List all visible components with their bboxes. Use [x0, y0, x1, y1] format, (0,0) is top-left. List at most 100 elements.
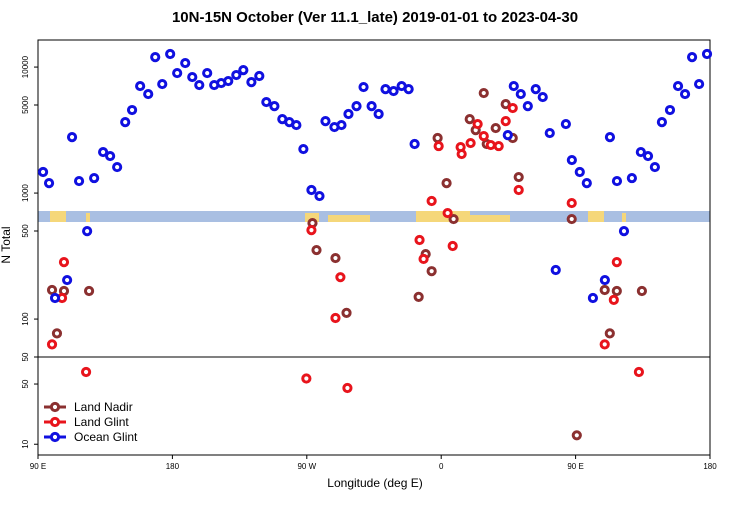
- y-tick-label: 10: [21, 439, 30, 448]
- y-tick-label: 100: [21, 312, 30, 326]
- point: [120, 117, 131, 128]
- point: [180, 57, 191, 69]
- point: [433, 140, 444, 152]
- point: [238, 65, 249, 76]
- point: [73, 175, 85, 187]
- point: [43, 177, 55, 189]
- point: [311, 244, 322, 256]
- point: [62, 274, 73, 286]
- y-tick-label: 10000: [21, 55, 30, 78]
- point: [537, 91, 548, 103]
- point: [581, 177, 592, 189]
- point: [261, 96, 272, 108]
- point: [150, 51, 161, 63]
- series: [80, 366, 645, 394]
- point: [388, 85, 399, 97]
- x-tick-label: 90 E: [30, 462, 46, 471]
- legend-label: Ocean Glint: [74, 430, 138, 444]
- x-tick-label: 180: [703, 462, 717, 471]
- legend-marker: [49, 431, 61, 443]
- point: [448, 213, 459, 225]
- legend-label: Land Nadir: [74, 400, 133, 414]
- point: [500, 116, 511, 127]
- point: [82, 226, 93, 237]
- x-tick-label: 90 E: [567, 462, 583, 471]
- legend-marker: [49, 401, 61, 413]
- point: [587, 292, 599, 304]
- point: [330, 252, 341, 264]
- point: [515, 88, 526, 100]
- point: [566, 213, 577, 225]
- point: [373, 108, 384, 120]
- point: [66, 132, 78, 143]
- point: [599, 274, 610, 286]
- point: [426, 195, 437, 207]
- point: [611, 175, 623, 187]
- point: [413, 291, 424, 302]
- point: [608, 294, 619, 305]
- point: [358, 81, 369, 93]
- point: [335, 272, 346, 283]
- point: [336, 119, 347, 131]
- point: [165, 48, 176, 60]
- chart-title: 10N-15N October (Ver 11.1_late) 2019-01-…: [172, 9, 578, 26]
- y-axis-label: N Total: [0, 226, 13, 263]
- point: [291, 119, 302, 131]
- point: [314, 190, 325, 202]
- x-tick-label: 0: [439, 462, 444, 471]
- land-band: [38, 211, 710, 222]
- point: [172, 67, 183, 79]
- point: [642, 150, 654, 162]
- plot-frame: [37, 356, 711, 456]
- point: [89, 172, 100, 184]
- point: [441, 177, 452, 189]
- point: [432, 132, 443, 144]
- point: [679, 88, 691, 100]
- point: [342, 382, 353, 394]
- point: [301, 373, 312, 384]
- point: [500, 99, 511, 110]
- point: [485, 139, 496, 151]
- point: [380, 84, 391, 95]
- point: [571, 430, 582, 441]
- point: [80, 366, 92, 378]
- series: [571, 430, 582, 441]
- point: [306, 225, 317, 236]
- x-tick-label: 90 W: [297, 462, 316, 471]
- legend-label: Land Glint: [74, 415, 129, 429]
- point: [464, 113, 475, 125]
- point: [513, 171, 524, 183]
- point: [465, 137, 476, 149]
- legend-marker: [49, 416, 61, 428]
- point: [351, 101, 362, 112]
- point: [135, 80, 146, 92]
- point: [599, 339, 610, 350]
- point: [493, 140, 504, 152]
- point: [269, 101, 280, 112]
- x-tick-label: 180: [166, 462, 180, 471]
- point: [426, 266, 437, 277]
- point: [157, 78, 168, 90]
- point: [298, 143, 309, 155]
- point: [409, 138, 420, 150]
- point: [502, 129, 513, 141]
- point: [522, 101, 533, 112]
- y-tick-label: 50: [21, 379, 30, 388]
- point: [343, 108, 354, 120]
- point: [574, 166, 585, 178]
- point: [508, 80, 519, 92]
- point: [58, 257, 70, 268]
- point: [366, 101, 377, 112]
- point: [231, 69, 242, 81]
- point: [507, 102, 518, 114]
- point: [46, 339, 58, 350]
- point: [478, 130, 489, 142]
- point: [550, 264, 561, 276]
- point: [656, 117, 668, 128]
- point: [472, 118, 483, 130]
- point: [544, 127, 555, 139]
- point: [403, 84, 414, 95]
- point: [194, 79, 205, 91]
- series: [37, 48, 713, 304]
- point: [414, 234, 425, 246]
